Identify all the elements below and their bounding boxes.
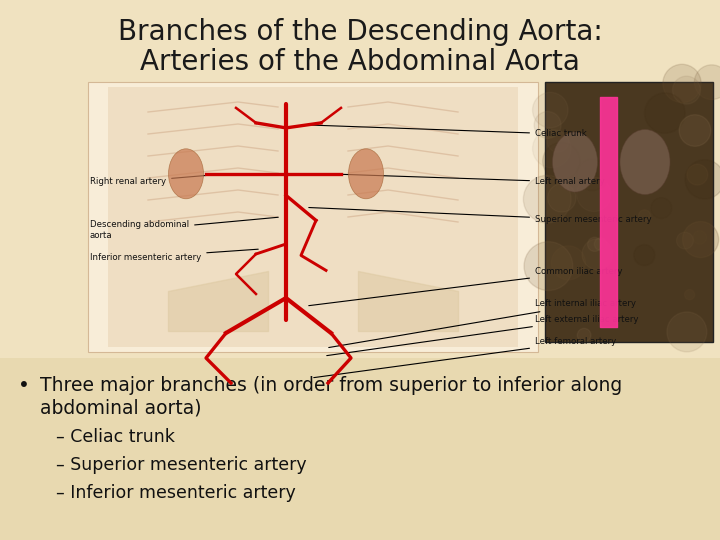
Text: Left internal iliac artery: Left internal iliac artery xyxy=(329,300,636,348)
Bar xyxy=(108,87,518,347)
Bar xyxy=(545,82,713,342)
Circle shape xyxy=(693,231,706,244)
Circle shape xyxy=(634,245,654,266)
Ellipse shape xyxy=(348,149,384,199)
Circle shape xyxy=(548,184,576,212)
Circle shape xyxy=(639,210,650,221)
Text: Branches of the Descending Aorta:: Branches of the Descending Aorta: xyxy=(117,18,603,46)
Text: Left external iliac artery: Left external iliac artery xyxy=(327,314,639,356)
Circle shape xyxy=(685,160,720,199)
Circle shape xyxy=(543,143,580,180)
Circle shape xyxy=(577,177,611,212)
Circle shape xyxy=(651,198,672,219)
Text: – Inferior mesenteric artery: – Inferior mesenteric artery xyxy=(56,484,296,502)
Circle shape xyxy=(534,111,561,138)
Circle shape xyxy=(694,65,720,99)
Ellipse shape xyxy=(168,149,204,199)
Circle shape xyxy=(687,164,708,185)
Circle shape xyxy=(672,76,701,104)
Circle shape xyxy=(524,242,573,291)
Bar xyxy=(0,358,720,540)
Bar xyxy=(88,82,538,352)
Text: Arteries of the Abdominal Aorta: Arteries of the Abdominal Aorta xyxy=(140,48,580,76)
Text: Left renal artery: Left renal artery xyxy=(329,174,605,186)
Circle shape xyxy=(582,239,613,269)
Circle shape xyxy=(577,328,591,342)
Circle shape xyxy=(677,232,693,249)
Text: Superior mesenteric artery: Superior mesenteric artery xyxy=(309,207,652,225)
Circle shape xyxy=(685,289,695,300)
Circle shape xyxy=(533,130,571,168)
Text: – Superior mesenteric artery: – Superior mesenteric artery xyxy=(56,456,307,474)
Circle shape xyxy=(644,93,685,133)
Circle shape xyxy=(683,221,719,258)
Text: Three major branches (in order from superior to inferior along: Three major branches (in order from supe… xyxy=(40,376,622,395)
Circle shape xyxy=(552,246,585,280)
Text: Descending abdominal
aorta: Descending abdominal aorta xyxy=(90,217,278,240)
Circle shape xyxy=(588,237,602,252)
Text: – Celiac trunk: – Celiac trunk xyxy=(56,428,175,446)
Ellipse shape xyxy=(552,132,598,192)
Circle shape xyxy=(533,92,568,128)
Text: •: • xyxy=(18,376,30,395)
Text: Common iliac artery: Common iliac artery xyxy=(309,267,623,306)
Circle shape xyxy=(594,238,607,251)
Circle shape xyxy=(679,114,711,146)
Text: Inferior mesenteric artery: Inferior mesenteric artery xyxy=(90,249,258,261)
Text: Right renal artery: Right renal artery xyxy=(90,174,223,186)
Text: Left femoral artery: Left femoral artery xyxy=(314,338,616,377)
Circle shape xyxy=(576,159,608,191)
Circle shape xyxy=(523,176,571,223)
Circle shape xyxy=(547,131,569,152)
Text: Celiac trunk: Celiac trunk xyxy=(309,125,587,138)
Circle shape xyxy=(663,64,701,103)
Circle shape xyxy=(667,312,707,352)
Text: abdominal aorta): abdominal aorta) xyxy=(40,398,202,417)
Ellipse shape xyxy=(620,130,670,194)
